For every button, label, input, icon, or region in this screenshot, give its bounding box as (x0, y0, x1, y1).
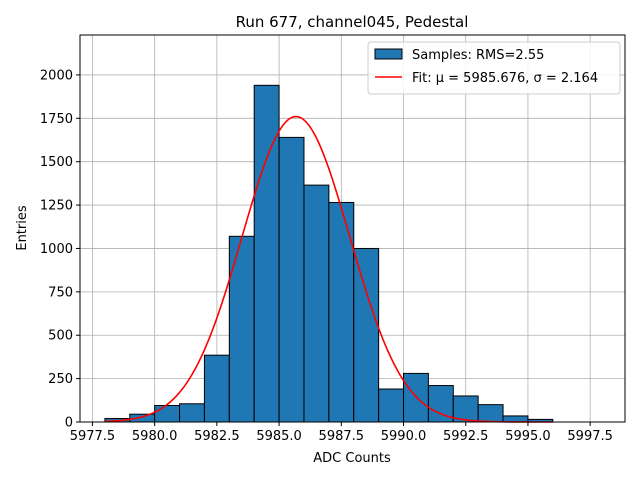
histogram-bar (403, 372, 429, 423)
x-tick-label: 5977.5 (70, 429, 116, 444)
histogram-bar (303, 184, 330, 423)
legend-box (367, 41, 621, 95)
x-tick-label: 5980.0 (132, 429, 178, 444)
y-axis-title: Entries (15, 205, 30, 251)
histogram-bar (278, 136, 305, 423)
histogram-bar (477, 404, 504, 423)
histogram-bar (179, 403, 205, 423)
chart-title: Run 677, channel045, Pedestal (236, 13, 469, 31)
histogram-bar (203, 354, 230, 423)
histogram-bar (154, 405, 181, 423)
plot-frame (79, 34, 626, 423)
y-tick-label: 2000 (40, 68, 73, 83)
histogram-bar (378, 388, 405, 423)
y-tick-label: 1750 (40, 112, 73, 127)
y-tick-label: 0 (65, 416, 73, 431)
x-tick-label: 5982.5 (194, 429, 240, 444)
fit-curve (104, 115, 553, 423)
x-tick-label: 5992.5 (443, 429, 489, 444)
x-tick-label: 5997.5 (567, 429, 613, 444)
x-tick-label: 5995.0 (505, 429, 551, 444)
y-tick-label: 1250 (40, 199, 73, 214)
y-tick-label: 500 (48, 329, 73, 344)
y-tick-label: 1000 (40, 242, 73, 257)
y-tick-label: 250 (48, 372, 73, 387)
x-tick-label: 5990.0 (381, 429, 427, 444)
legend-label-fit: Fit: μ = 5985.676, σ = 2.164 (412, 71, 598, 86)
histogram-bar (228, 235, 255, 423)
legend-swatch-histogram (374, 48, 403, 60)
x-tick-label: 5987.5 (319, 429, 365, 444)
legend: Samples: RMS=2.55 Fit: μ = 5985.676, σ =… (367, 41, 621, 95)
y-tick-label: 750 (48, 285, 73, 300)
x-tick-label: 5985.0 (256, 429, 302, 444)
histogram-bars (104, 84, 554, 423)
x-axis-title: ADC Counts (313, 451, 391, 466)
histogram-bar (353, 247, 380, 423)
legend-label-histogram: Samples: RMS=2.55 (412, 48, 544, 63)
y-tick-label: 1500 (40, 155, 73, 170)
y-axis-ticks: 0 250 500 750 1000 1250 1500 1750 2000 (40, 68, 80, 431)
histogram-bar (253, 84, 280, 423)
x-axis-ticks: 5977.5 5980.0 5982.5 5985.0 5987.5 5990.0 5992… (70, 422, 613, 444)
